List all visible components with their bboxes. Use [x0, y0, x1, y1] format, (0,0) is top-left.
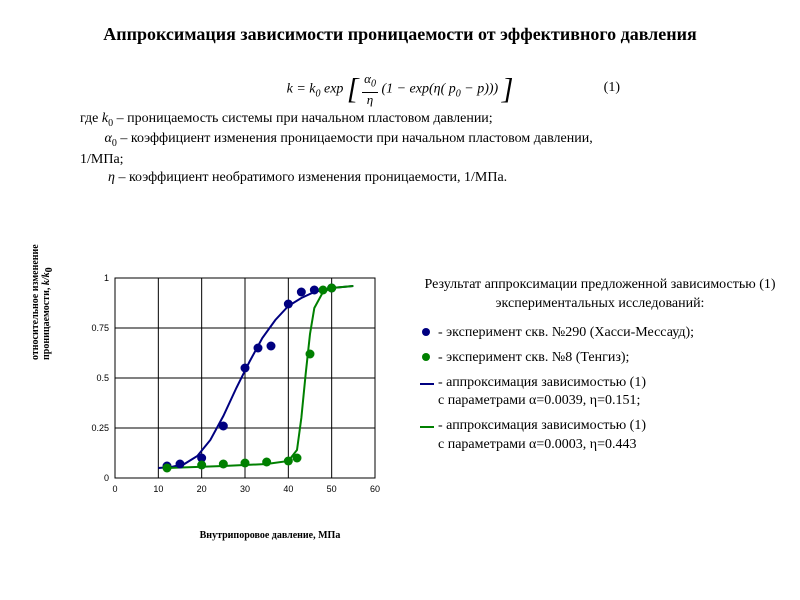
def-line-2: α0 – коэффициент изменения проницаемости… [80, 130, 760, 150]
legend-item-4: - аппроксимация зависимостью (1) с парам… [420, 417, 780, 455]
svg-text:60: 60 [370, 484, 380, 494]
svg-text:30: 30 [240, 484, 250, 494]
legend-item-3b-text: с параметрами α=0.0039, η=0.151; [438, 393, 640, 408]
formula-tail: − p))) [461, 82, 498, 97]
svg-text:20: 20 [197, 484, 207, 494]
formula-num-sub: 0 [371, 79, 376, 90]
ylabel-sub: 0 [44, 267, 55, 272]
svg-text:0.75: 0.75 [91, 323, 109, 333]
formula-prefix: k = k [287, 82, 316, 97]
svg-text:0: 0 [112, 484, 117, 494]
formula: k = k0 exp [ α0 η (1 − exp(η( p0 − p))) … [0, 72, 800, 107]
def2-b: – коэффициент изменения проницаемости пр… [117, 131, 593, 146]
svg-text:0.25: 0.25 [91, 423, 109, 433]
legend-dot-1 [422, 328, 430, 336]
def-line-1: где k0 – проницаемость системы при начал… [80, 110, 760, 130]
legend-dot-2 [422, 353, 430, 361]
svg-text:10: 10 [153, 484, 163, 494]
svg-text:1: 1 [104, 273, 109, 283]
page-title: Аппроксимация зависимости проницаемости … [40, 24, 760, 45]
def-line-2c: 1/МПа; [80, 151, 760, 170]
svg-text:50: 50 [327, 484, 337, 494]
legend-item-3a-text: - аппроксимация зависимостью (1) [438, 375, 646, 390]
def2-sym: α [105, 131, 112, 146]
formula-num: α [364, 71, 371, 86]
ylabel-b: проницаемости, [41, 285, 52, 360]
legend-item-1-text: - эксперимент скв. №290 (Хасси-Мессауд); [438, 325, 694, 340]
formula-lbracket: [ [347, 72, 359, 105]
legend-item-1: - эксперимент скв. №290 (Хасси-Мессауд); [420, 324, 780, 343]
chart-xlabel: Внутрипоровое давление, МПа [150, 530, 390, 541]
equation-number: (1) [604, 80, 620, 96]
def-line-3: η – коэффициент необратимого изменения п… [80, 169, 760, 188]
definitions: где k0 – проницаемость системы при начал… [80, 110, 760, 188]
formula-den: η [362, 93, 378, 107]
chart-svg: 0 10 20 30 40 50 60 0 0.25 0.5 0.75 1 [60, 268, 390, 508]
def1-a: где [80, 111, 102, 126]
legend-item-3: - аппроксимация зависимостью (1) с парам… [420, 374, 780, 412]
def3-b: – коэффициент необратимого изменения про… [115, 170, 507, 185]
formula-rbracket: ] [502, 72, 514, 105]
legend-line-4 [420, 426, 434, 428]
formula-k0sub: 0 [315, 88, 320, 99]
formula-mid: (1 − exp(η( p [381, 82, 455, 97]
def3-sym: η [108, 170, 115, 185]
legend-line-3 [420, 383, 434, 385]
ylabel-c: k/k [41, 272, 52, 285]
legend-item-2-text: - эксперимент скв. №8 (Тенгиз); [438, 350, 629, 365]
svg-text:40: 40 [283, 484, 293, 494]
formula-fraction: α0 η [362, 72, 378, 107]
def1-b: – проницаемость системы при начальном пл… [113, 111, 493, 126]
svg-text:0: 0 [104, 473, 109, 483]
svg-text:0.5: 0.5 [96, 373, 109, 383]
legend-block: Результат аппроксимации предложенной зав… [420, 276, 780, 461]
chart-ylabel: относительное изменение проницаемости, k… [30, 244, 55, 360]
legend-item-4a-text: - аппроксимация зависимостью (1) [438, 418, 646, 433]
legend-caption: Результат аппроксимации предложенной зав… [420, 276, 780, 314]
chart-container: 0 10 20 30 40 50 60 0 0.25 0.5 0.75 1 [60, 268, 390, 548]
legend-item-4b-text: с параметрами α=0.0003, η=0.443 [438, 437, 637, 452]
formula-exp: exp [324, 82, 343, 97]
legend-item-2: - эксперимент скв. №8 (Тенгиз); [420, 349, 780, 368]
ylabel-a: относительное изменение [30, 244, 41, 360]
